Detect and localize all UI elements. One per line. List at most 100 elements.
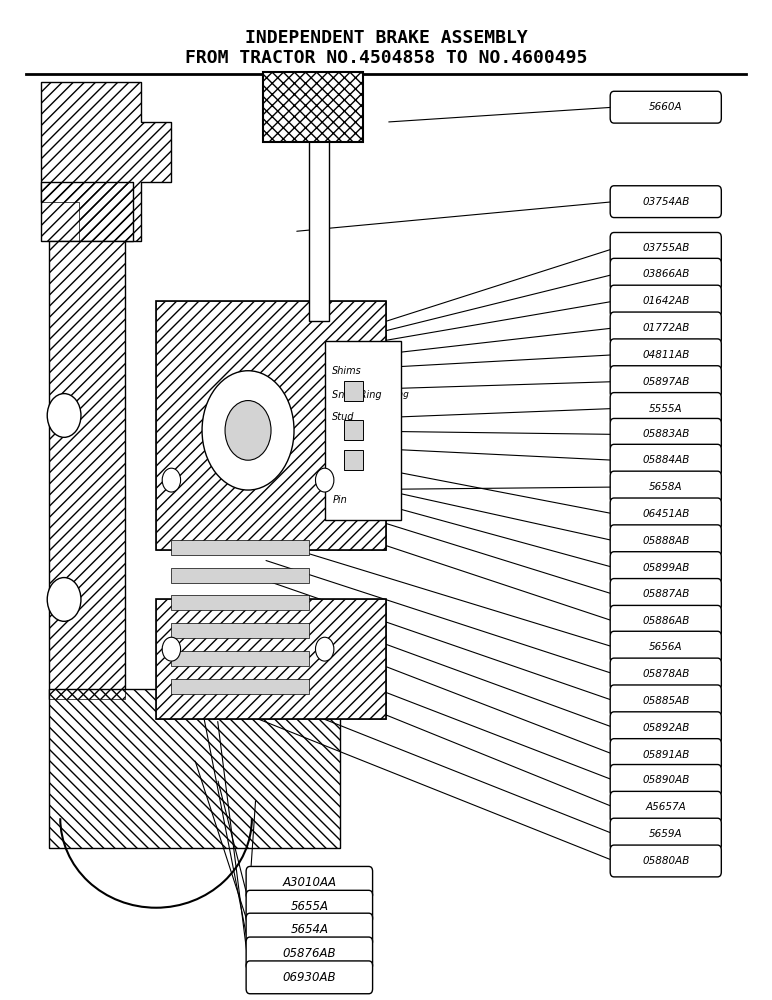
Bar (263, 72, 363, 142)
Circle shape (47, 394, 81, 437)
Text: 5659A: 5659A (649, 829, 682, 839)
Text: Stud: Stud (363, 413, 384, 422)
FancyBboxPatch shape (610, 258, 721, 290)
FancyBboxPatch shape (610, 765, 721, 796)
Bar (156, 301, 386, 550)
Text: A3010AA: A3010AA (283, 876, 337, 889)
FancyBboxPatch shape (610, 312, 721, 344)
Circle shape (316, 637, 334, 661)
Circle shape (202, 371, 294, 490)
Text: 05883AB: 05883AB (642, 429, 689, 439)
Circle shape (225, 401, 271, 460)
FancyBboxPatch shape (610, 631, 721, 663)
FancyBboxPatch shape (246, 913, 373, 946)
Bar (171, 568, 310, 583)
FancyBboxPatch shape (246, 961, 373, 994)
Text: Snap Ring: Snap Ring (333, 390, 382, 400)
FancyBboxPatch shape (610, 393, 721, 424)
Bar (171, 540, 310, 555)
FancyBboxPatch shape (610, 605, 721, 637)
FancyBboxPatch shape (610, 579, 721, 610)
Circle shape (162, 637, 181, 661)
Text: Pin: Pin (363, 495, 377, 504)
Text: 5658A: 5658A (649, 482, 682, 492)
Bar (310, 122, 329, 321)
Text: 5654A: 5654A (290, 923, 328, 936)
Text: Shims: Shims (363, 366, 391, 375)
Text: 05888AB: 05888AB (642, 536, 689, 546)
Circle shape (47, 578, 81, 621)
Text: 05899AB: 05899AB (642, 563, 689, 573)
Text: 05880AB: 05880AB (642, 856, 689, 866)
Text: 5656A: 5656A (649, 642, 682, 652)
Bar (325, 341, 401, 520)
FancyBboxPatch shape (610, 91, 721, 123)
Bar (171, 595, 310, 610)
Text: 05891AB: 05891AB (642, 750, 689, 760)
FancyBboxPatch shape (610, 818, 721, 850)
FancyBboxPatch shape (610, 685, 721, 717)
Text: 05890AB: 05890AB (642, 775, 689, 785)
Bar (49, 241, 125, 699)
FancyBboxPatch shape (246, 866, 373, 899)
FancyBboxPatch shape (610, 232, 721, 264)
Text: Snap Ring: Snap Ring (363, 390, 409, 399)
FancyBboxPatch shape (610, 525, 721, 557)
Bar (263, 72, 363, 142)
Text: 06930AB: 06930AB (283, 971, 336, 984)
FancyBboxPatch shape (610, 739, 721, 770)
Text: 03754AB: 03754AB (642, 197, 689, 207)
FancyBboxPatch shape (610, 845, 721, 877)
Polygon shape (41, 82, 171, 241)
Text: 5660A: 5660A (649, 102, 682, 112)
FancyBboxPatch shape (610, 366, 721, 398)
Text: 05892AB: 05892AB (642, 723, 689, 733)
FancyBboxPatch shape (246, 890, 373, 923)
Text: 03755AB: 03755AB (642, 243, 689, 253)
FancyBboxPatch shape (610, 712, 721, 744)
FancyBboxPatch shape (246, 937, 373, 970)
Bar (49, 689, 340, 848)
FancyBboxPatch shape (610, 471, 721, 503)
Bar (344, 420, 363, 440)
Text: 05897AB: 05897AB (642, 377, 689, 387)
Bar (171, 651, 310, 666)
Bar (41, 182, 133, 241)
Text: A5657A: A5657A (645, 802, 686, 812)
FancyBboxPatch shape (610, 418, 721, 450)
Bar (49, 241, 125, 699)
Text: 01772AB: 01772AB (642, 323, 689, 333)
FancyBboxPatch shape (610, 285, 721, 317)
FancyBboxPatch shape (610, 498, 721, 530)
FancyBboxPatch shape (610, 658, 721, 690)
Text: 01642AB: 01642AB (642, 296, 689, 306)
Bar (344, 381, 363, 401)
Text: Pin: Pin (333, 495, 347, 505)
Text: 05887AB: 05887AB (642, 589, 689, 599)
Text: 05886AB: 05886AB (642, 616, 689, 626)
Text: Shims: Shims (333, 366, 362, 376)
Text: 06451AB: 06451AB (642, 509, 689, 519)
FancyBboxPatch shape (610, 791, 721, 823)
Bar (156, 599, 386, 719)
Bar (49, 689, 340, 848)
Text: 03866AB: 03866AB (642, 269, 689, 279)
Text: Stud: Stud (333, 412, 355, 422)
Bar (156, 599, 386, 719)
Text: INDEPENDENT BRAKE ASSEMBLY: INDEPENDENT BRAKE ASSEMBLY (245, 29, 527, 47)
Bar (344, 450, 363, 470)
Bar (171, 623, 310, 638)
Bar (41, 182, 133, 241)
Text: 04811AB: 04811AB (642, 350, 689, 360)
Circle shape (316, 468, 334, 492)
Circle shape (162, 468, 181, 492)
Bar (171, 679, 310, 694)
Text: FROM TRACTOR NO.4504858 TO NO.4600495: FROM TRACTOR NO.4504858 TO NO.4600495 (185, 49, 587, 67)
FancyBboxPatch shape (610, 339, 721, 371)
Text: 05884AB: 05884AB (642, 455, 689, 465)
Text: 05878AB: 05878AB (642, 669, 689, 679)
FancyBboxPatch shape (610, 444, 721, 476)
Text: 05885AB: 05885AB (642, 696, 689, 706)
FancyBboxPatch shape (610, 552, 721, 584)
FancyBboxPatch shape (610, 186, 721, 218)
